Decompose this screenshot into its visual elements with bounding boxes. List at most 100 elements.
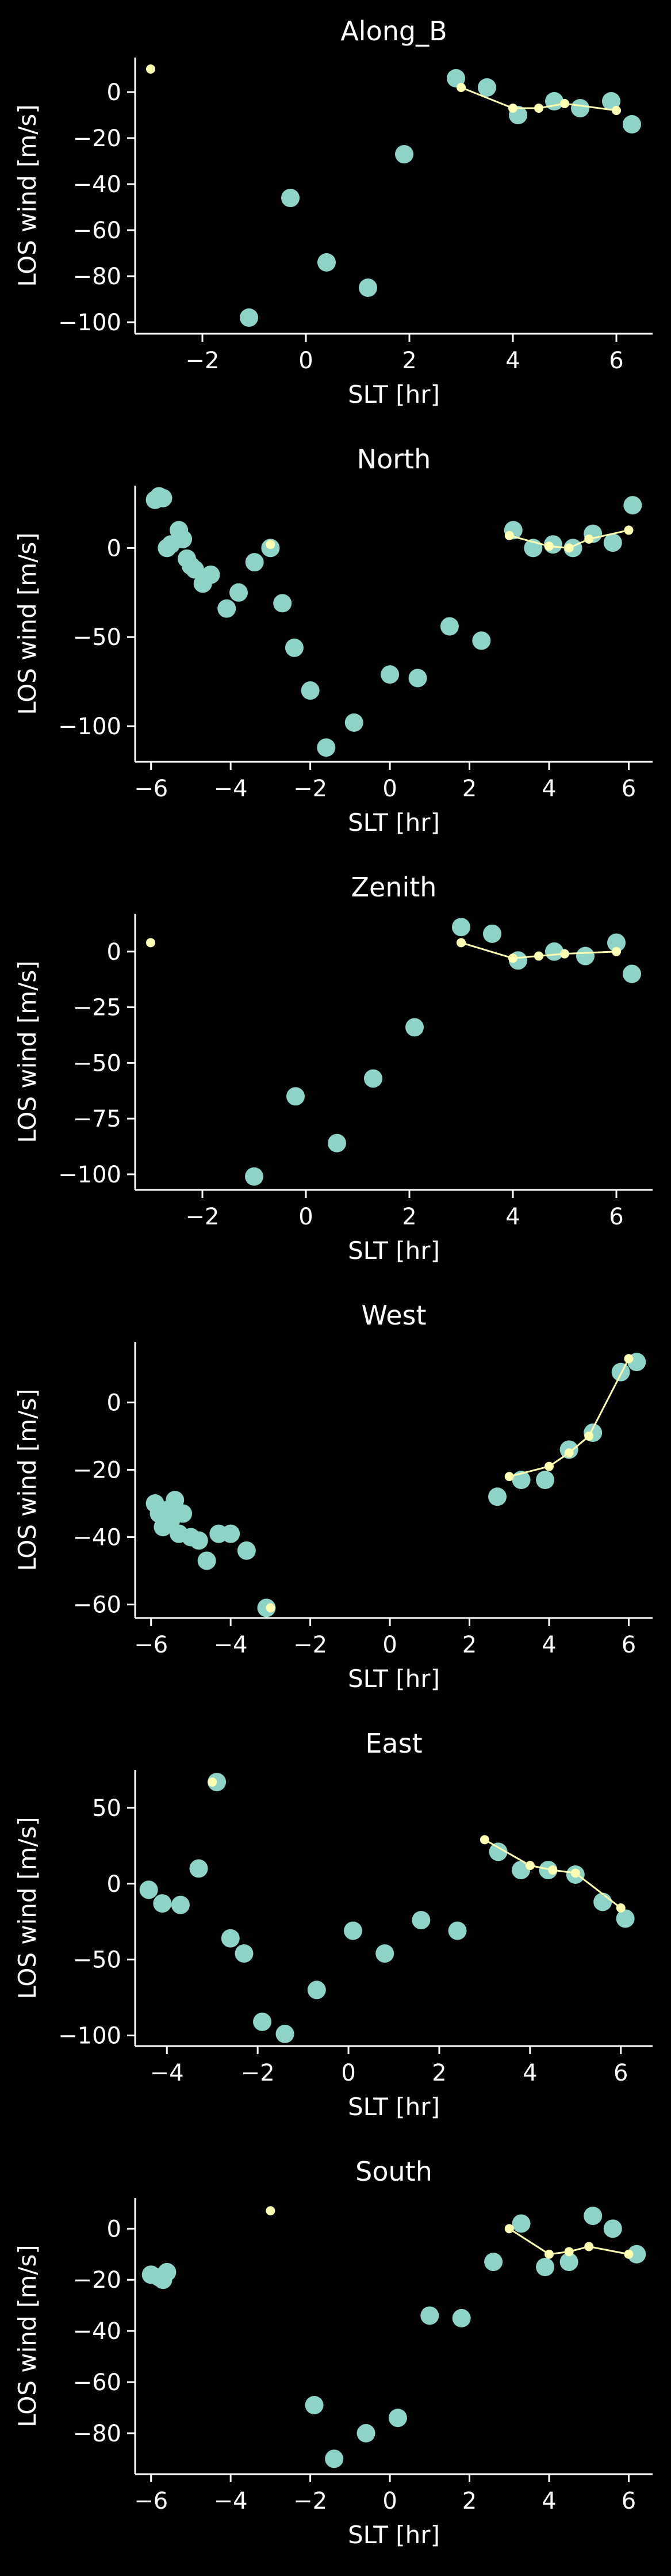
y-tick-label: −50 <box>73 624 121 651</box>
data-point <box>301 681 320 700</box>
y-tick-label: −25 <box>73 995 121 1021</box>
line-marker <box>545 541 554 551</box>
chart-panel-3: Zenith −2 0 2 4 6 0 −25 −50 −75 −100 SLT [hr] LOS wi… <box>13 872 653 1265</box>
data-point <box>317 253 336 272</box>
line-marker <box>612 947 621 956</box>
y-tick-label: −100 <box>58 310 121 336</box>
y-tick-label: 0 <box>107 2216 121 2242</box>
data-point <box>602 92 620 110</box>
x-tick-label: 2 <box>462 776 477 802</box>
chart-panel-5: East −4 −2 0 2 4 6 50 0 −50 −100 SLT [hr] LOS wind [… <box>13 1728 653 2121</box>
y-tick-label: −100 <box>58 2023 121 2050</box>
x-tick-label: 0 <box>382 2488 397 2514</box>
data-point <box>237 1541 256 1560</box>
data-point <box>221 1929 240 1948</box>
y-tick-label: −80 <box>73 264 121 290</box>
x-tick-label: −4 <box>150 2060 184 2086</box>
data-point <box>381 665 400 684</box>
data-point <box>189 1859 208 1878</box>
data-point <box>285 638 304 657</box>
data-point <box>623 115 641 133</box>
line-marker <box>266 540 275 549</box>
y-tick-label: −80 <box>73 2421 121 2447</box>
y-tick-label: 0 <box>107 535 121 562</box>
x-tick-label: 0 <box>298 348 313 374</box>
data-point <box>405 1018 424 1037</box>
data-point <box>483 924 501 943</box>
chart-title: West <box>361 1300 426 1331</box>
data-point <box>328 1134 346 1152</box>
line-marker <box>584 1431 594 1441</box>
line-marker <box>545 1461 554 1471</box>
data-point <box>281 189 300 207</box>
x-tick-label: 2 <box>402 1204 416 1230</box>
x-tick-label: 2 <box>432 2060 446 2086</box>
x-tick-label: 2 <box>462 2488 477 2514</box>
chart-panel-2: North −6 −4 −2 0 2 4 6 0 −50 −100 SLT [hr] LOS wind … <box>13 444 653 837</box>
data-point <box>627 2245 646 2264</box>
data-point <box>472 631 491 650</box>
data-point <box>189 1531 208 1550</box>
line-marker <box>612 106 621 115</box>
x-tick-label: −2 <box>186 348 220 374</box>
line-marker <box>570 1868 580 1878</box>
line-marker <box>146 938 155 948</box>
y-axis-label: LOS wind [m/s] <box>13 1816 41 1999</box>
data-point <box>217 599 236 618</box>
y-axis-label: LOS wind [m/s] <box>13 532 41 715</box>
x-tick-label: −2 <box>241 2060 275 2086</box>
x-axis-label: SLT [hr] <box>348 2093 440 2121</box>
chart-title: East <box>365 1728 422 1759</box>
x-tick-label: 0 <box>298 1204 313 1230</box>
data-point <box>158 2262 177 2281</box>
line-marker <box>564 543 574 553</box>
line-marker <box>534 104 543 113</box>
line-marker <box>624 2249 634 2259</box>
line-marker <box>508 104 517 113</box>
y-tick-label: −40 <box>73 1525 121 1551</box>
line-marker <box>548 1865 558 1875</box>
chart-title: Zenith <box>351 872 437 903</box>
data-point <box>171 1895 190 1914</box>
x-tick-label: 0 <box>382 776 397 802</box>
data-point <box>545 942 563 961</box>
data-point <box>307 1980 326 1999</box>
x-tick-label: 4 <box>505 1204 520 1230</box>
y-tick-label: −40 <box>73 171 121 198</box>
data-point <box>395 145 413 163</box>
data-point <box>253 2012 272 2031</box>
x-tick-label: −6 <box>134 776 168 802</box>
x-axis-label: SLT [hr] <box>348 2521 440 2549</box>
y-tick-label: −20 <box>73 1457 121 1483</box>
data-point <box>452 2308 471 2327</box>
x-tick-label: −6 <box>134 1632 168 1658</box>
x-axis-label: SLT [hr] <box>348 1665 440 1693</box>
y-tick-label: −20 <box>73 125 121 152</box>
line-marker <box>560 949 569 959</box>
data-point <box>571 99 589 117</box>
data-point <box>603 2219 622 2238</box>
data-point <box>478 78 496 97</box>
x-tick-label: −2 <box>293 1632 327 1658</box>
data-point <box>154 489 172 507</box>
data-point <box>240 308 258 327</box>
data-point <box>229 583 248 602</box>
line-marker <box>208 1777 217 1787</box>
chart-title: North <box>357 444 431 475</box>
chart-title: South <box>355 2156 432 2187</box>
data-point <box>623 496 642 515</box>
x-tick-label: 6 <box>622 1632 636 1658</box>
x-tick-label: 4 <box>505 348 520 374</box>
data-point <box>197 1551 216 1570</box>
y-tick-label: 50 <box>92 1795 121 1822</box>
chart-title: Along_B <box>340 16 447 47</box>
line-marker <box>504 1472 514 1482</box>
series-line <box>509 1358 630 1478</box>
data-point <box>359 278 377 297</box>
data-point <box>235 1944 254 1963</box>
data-point <box>364 1069 382 1088</box>
